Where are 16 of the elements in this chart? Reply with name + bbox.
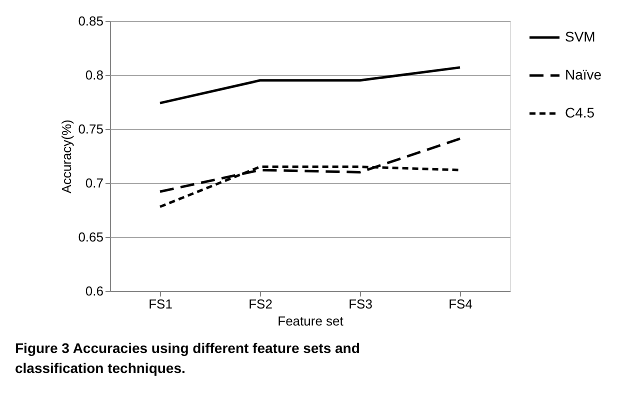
y-tick-label: 0.7: [85, 176, 104, 190]
legend-label: C4.5: [565, 104, 595, 120]
x-axis-title: Feature set: [278, 314, 344, 328]
y-tick-label: 0.65: [78, 230, 104, 244]
y-tick-label: 0.6: [85, 284, 104, 298]
x-tick-label: FS1: [148, 296, 172, 312]
y-axis-title: Accuracy(%): [59, 120, 74, 194]
x-tick-label: FS3: [348, 296, 372, 312]
legend-label: SVM: [565, 28, 596, 44]
x-tick-label: FS4: [448, 296, 472, 312]
x-tick-label: FS2: [248, 296, 272, 312]
y-tick-label: 0.85: [78, 14, 104, 28]
y-tick-label: 0.8: [85, 68, 104, 82]
y-tick-label: 0.75: [78, 122, 104, 136]
caption: Figure 3 Accuracies using different feature sets and classification techniques.: [15, 340, 360, 376]
legend-label: Naïve: [565, 66, 602, 82]
